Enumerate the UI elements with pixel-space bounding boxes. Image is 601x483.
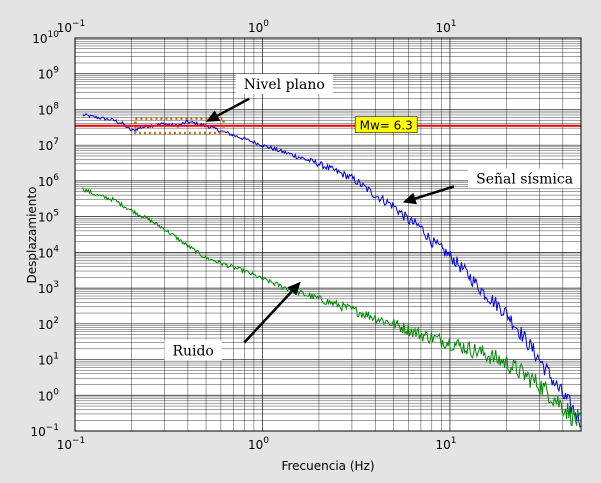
plot-area [75,38,581,431]
ruido-label-box [164,340,222,361]
mw-label-box [354,116,418,134]
ruido-arrow-head [287,281,301,296]
senal-sismica-label-box [468,168,582,189]
mw-label: Mw= 6.3 [360,119,413,133]
senal-sismica-label: Señal sísmica [476,172,573,188]
series-1-line [82,113,582,428]
ruido-label: Ruido [172,343,213,359]
nivel-plano-arrow-head [206,110,221,122]
series-layer [82,113,582,428]
senal-sismica-arrow-shaft [414,185,455,200]
nivel-plano-label: Nivel plano [244,77,325,93]
plot-frame [74,37,582,432]
y-axis-title: Desplazamiento [25,187,39,284]
nivel-plano-arrow-shaft [216,97,250,117]
ruido-arrow-shaft [243,290,293,344]
x-axis-title: Frecuencia (Hz) [281,459,374,473]
grid [74,37,582,432]
nivel-plano-label-box [235,73,333,94]
senal-sismica-arrow-head [402,192,417,205]
flat-level-box [134,117,225,135]
series-2-line [82,187,582,427]
overlay-layer: Mw= 6.3 Nivel plano Señal sísmica Ruido [75,73,582,361]
